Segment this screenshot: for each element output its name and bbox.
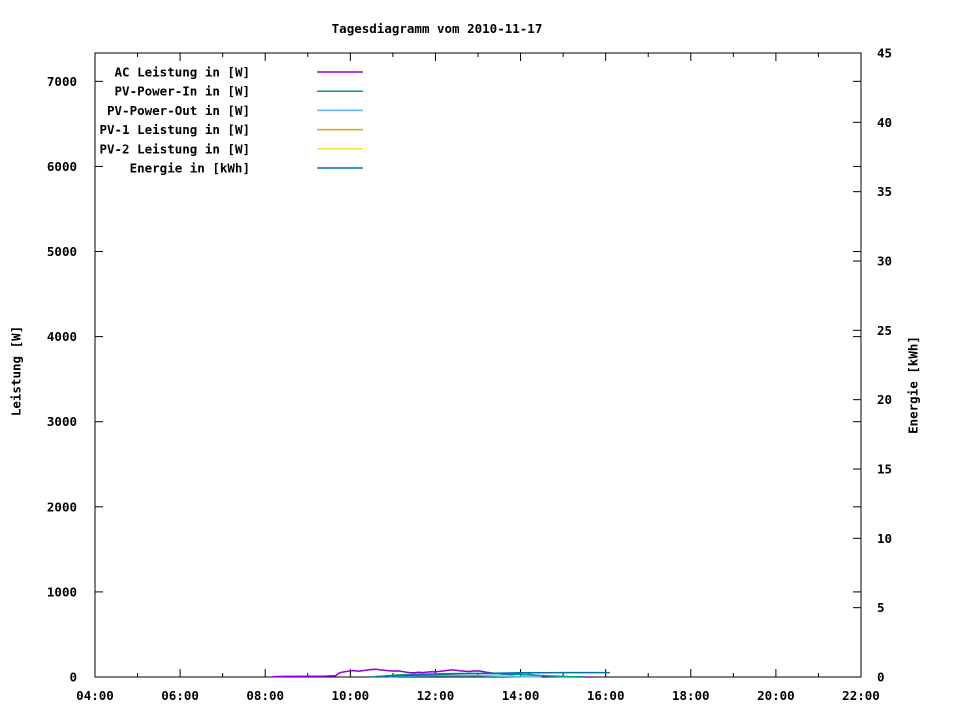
x-tick-label: 16:00 xyxy=(587,688,625,703)
y1-tick-label: 3000 xyxy=(47,414,77,429)
legend-label: AC Leistung in [W] xyxy=(115,65,250,80)
y2-tick-label: 0 xyxy=(877,670,885,685)
y2-tick-label: 35 xyxy=(877,184,892,199)
y2-tick-label: 10 xyxy=(877,531,892,546)
chart-title: Tagesdiagramm vom 2010-11-17 xyxy=(331,21,543,36)
y2-tick-label: 25 xyxy=(877,323,892,338)
y1-tick-label: 6000 xyxy=(47,159,77,174)
x-tick-label: 12:00 xyxy=(417,688,455,703)
y1-tick-label: 4000 xyxy=(47,329,77,344)
x-tick-label: 18:00 xyxy=(672,688,710,703)
y2-tick-label: 15 xyxy=(877,462,892,477)
legend-label: PV-Power-In in [W] xyxy=(115,84,250,99)
y1-tick-label: 5000 xyxy=(47,244,77,259)
y1-tick-label: 0 xyxy=(69,670,77,685)
y1-axis-label: Leistung [W] xyxy=(8,325,24,417)
legend-label: Energie in [kWh] xyxy=(130,161,250,176)
y2-tick-label: 40 xyxy=(877,115,892,130)
series-line-energie-in-kwh xyxy=(375,671,610,678)
x-tick-label: 06:00 xyxy=(161,688,199,703)
legend-label: PV-Power-Out in [W] xyxy=(107,103,250,118)
x-tick-label: 20:00 xyxy=(757,688,795,703)
legend-label: PV-1 Leistung in [W] xyxy=(99,122,250,137)
x-tick-label: 04:00 xyxy=(76,688,114,703)
y2-tick-label: 45 xyxy=(877,46,892,61)
y2-tick-label: 30 xyxy=(877,254,892,269)
y2-axis-label: Energie [kWh] xyxy=(905,336,921,434)
legend-label: PV-2 Leistung in [W] xyxy=(99,141,250,156)
y1-tick-label: 1000 xyxy=(47,584,77,599)
x-tick-label: 22:00 xyxy=(842,688,880,703)
y1-tick-label: 2000 xyxy=(47,499,77,514)
y2-tick-label: 20 xyxy=(877,392,892,407)
x-tick-label: 14:00 xyxy=(502,688,540,703)
y2-tick-label: 5 xyxy=(877,600,885,615)
y1-tick-label: 7000 xyxy=(47,74,77,89)
x-tick-label: 10:00 xyxy=(332,688,370,703)
x-tick-label: 08:00 xyxy=(246,688,284,703)
